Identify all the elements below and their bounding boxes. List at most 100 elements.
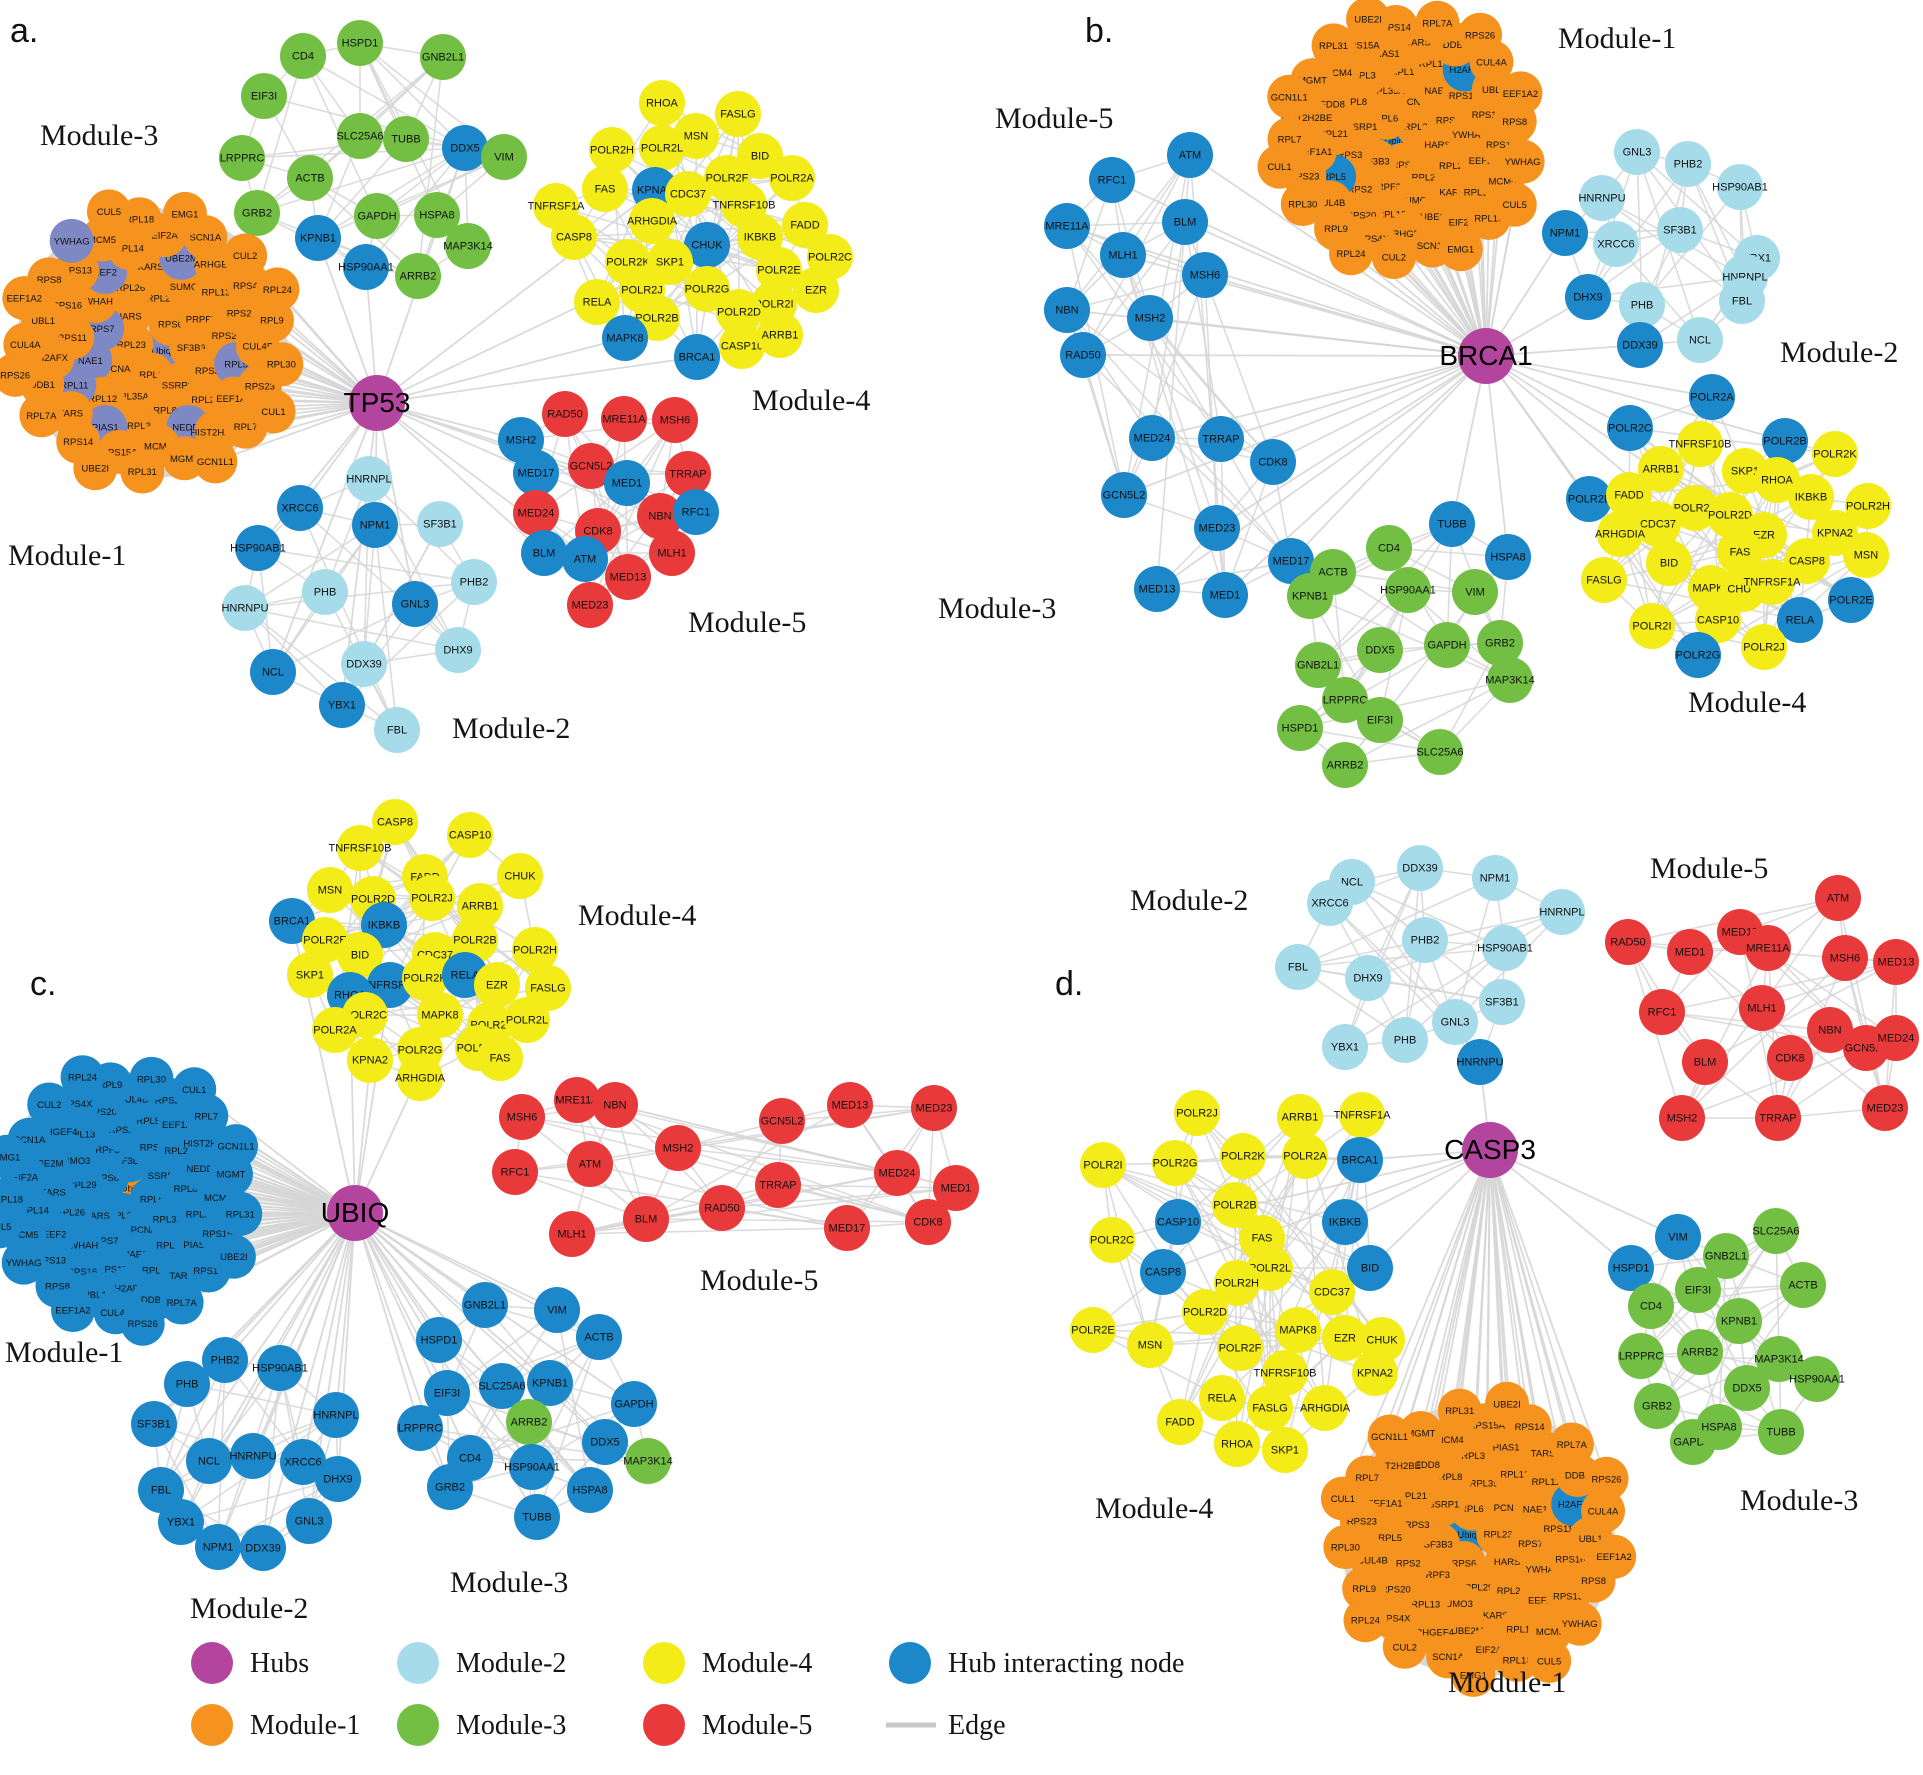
node-circle[interactable] bbox=[504, 997, 550, 1043]
node-DDX39[interactable]: DDX39 bbox=[1397, 845, 1443, 891]
node-circle[interactable] bbox=[506, 1399, 552, 1445]
node-circle[interactable] bbox=[1717, 164, 1763, 210]
node-circle[interactable] bbox=[259, 342, 304, 387]
node-circle[interactable] bbox=[1762, 418, 1808, 464]
node-circle[interactable] bbox=[1182, 1289, 1228, 1335]
hub-BRCA1[interactable]: BRCA1 bbox=[1439, 328, 1533, 384]
node-circle[interactable] bbox=[527, 1360, 573, 1406]
node-RPL30[interactable]: RPL30 bbox=[1280, 181, 1325, 226]
node-circle[interactable] bbox=[1581, 1489, 1626, 1534]
node-GNB2L1[interactable]: GNB2L1 bbox=[420, 34, 466, 80]
node-MED23[interactable]: MED23 bbox=[911, 1085, 957, 1131]
node-circle[interactable] bbox=[1807, 1007, 1853, 1053]
node-MAP3K14[interactable]: MAP3K14 bbox=[623, 1438, 673, 1484]
node-MED13[interactable]: MED13 bbox=[1873, 939, 1919, 985]
node-circle[interactable] bbox=[1322, 677, 1368, 723]
node-KPNB1[interactable]: KPNB1 bbox=[527, 1360, 573, 1406]
node-circle[interactable] bbox=[159, 1280, 204, 1325]
node-HSPD1[interactable]: HSPD1 bbox=[337, 20, 383, 66]
node-circle[interactable] bbox=[2, 276, 47, 321]
node-circle[interactable] bbox=[1756, 1336, 1802, 1382]
node-circle[interactable] bbox=[374, 707, 420, 753]
node-YBX1[interactable]: YBX1 bbox=[319, 682, 365, 728]
node-ATM[interactable]: ATM bbox=[562, 536, 608, 582]
node-KPNB1[interactable]: KPNB1 bbox=[1716, 1298, 1762, 1344]
node-circle[interactable] bbox=[392, 581, 438, 627]
node-circle[interactable] bbox=[1498, 71, 1543, 116]
node-FBL[interactable]: FBL bbox=[1719, 278, 1765, 324]
node-circle[interactable] bbox=[509, 1444, 555, 1490]
node-RFC1[interactable]: RFC1 bbox=[492, 1149, 538, 1195]
node-POLR2B[interactable]: POLR2B bbox=[1762, 418, 1808, 464]
node-circle[interactable] bbox=[499, 1094, 545, 1140]
node-circle[interactable] bbox=[1472, 855, 1518, 901]
node-POLR2A[interactable]: POLR2A bbox=[1282, 1133, 1328, 1179]
node-circle[interactable] bbox=[1352, 1350, 1398, 1396]
node-MLH1[interactable]: MLH1 bbox=[649, 530, 695, 576]
node-RFC1[interactable]: RFC1 bbox=[1639, 989, 1685, 1035]
node-circle[interactable] bbox=[1828, 577, 1874, 623]
node-circle[interactable] bbox=[1638, 446, 1684, 492]
node-RAD50[interactable]: RAD50 bbox=[542, 391, 588, 437]
node-circle[interactable] bbox=[911, 1085, 957, 1131]
node-circle[interactable] bbox=[1655, 1214, 1701, 1260]
node-circle[interactable] bbox=[1549, 1422, 1594, 1467]
node-circle[interactable] bbox=[277, 485, 323, 531]
node-circle[interactable] bbox=[1754, 457, 1800, 503]
node-circle[interactable] bbox=[397, 1055, 443, 1101]
node-circle[interactable] bbox=[1724, 1365, 1770, 1411]
node-circle[interactable] bbox=[1716, 1298, 1762, 1344]
node-circle[interactable] bbox=[1199, 1375, 1245, 1421]
node-circle[interactable] bbox=[417, 501, 463, 547]
node-circle[interactable] bbox=[592, 1082, 638, 1128]
node-MSH6[interactable]: MSH6 bbox=[499, 1094, 545, 1140]
node-circle[interactable] bbox=[1280, 181, 1325, 226]
node-circle[interactable] bbox=[582, 1419, 628, 1465]
node-YBX1[interactable]: YBX1 bbox=[1322, 1024, 1368, 1070]
node-circle[interactable] bbox=[1457, 1039, 1503, 1085]
node-circle[interactable] bbox=[755, 1162, 801, 1208]
node-circle[interactable] bbox=[445, 223, 491, 269]
node-circle[interactable] bbox=[1477, 620, 1523, 666]
node-HSPA8[interactable]: HSPA8 bbox=[1485, 534, 1531, 580]
node-circle[interactable] bbox=[1812, 431, 1858, 477]
node-circle[interactable] bbox=[251, 389, 296, 434]
node-circle[interactable] bbox=[1581, 557, 1627, 603]
node-CDK8[interactable]: CDK8 bbox=[905, 1199, 951, 1245]
node-circle[interactable] bbox=[462, 1282, 508, 1328]
node-circle[interactable] bbox=[416, 1317, 462, 1363]
node-circle[interactable] bbox=[1657, 207, 1703, 253]
node-CUL5[interactable]: CUL5 bbox=[86, 189, 131, 234]
node-circle[interactable] bbox=[1429, 501, 1475, 547]
node-CD4[interactable]: CD4 bbox=[1366, 525, 1412, 571]
node-TUBB[interactable]: TUBB bbox=[1429, 501, 1475, 547]
node-POLR2E[interactable]: POLR2E bbox=[1070, 1307, 1116, 1353]
node-circle[interactable] bbox=[302, 569, 348, 615]
node-circle[interactable] bbox=[1539, 889, 1585, 935]
node-KPNB1[interactable]: KPNB1 bbox=[1287, 573, 1333, 619]
node-circle[interactable] bbox=[1089, 157, 1135, 203]
node-circle[interactable] bbox=[1320, 1476, 1365, 1521]
node-circle[interactable] bbox=[574, 279, 620, 325]
node-MED23[interactable]: MED23 bbox=[567, 582, 613, 628]
node-circle[interactable] bbox=[623, 1196, 669, 1242]
node-circle[interactable] bbox=[1277, 1094, 1323, 1140]
node-HSP90AB1[interactable]: HSP90AB1 bbox=[1477, 925, 1533, 971]
node-POLR2L[interactable]: POLR2L bbox=[639, 125, 685, 171]
node-DDX39[interactable]: DDX39 bbox=[1617, 322, 1663, 368]
node-circle[interactable] bbox=[222, 585, 268, 631]
node-circle[interactable] bbox=[1607, 405, 1653, 451]
node-circle[interactable] bbox=[1302, 1385, 1348, 1431]
node-circle[interactable] bbox=[824, 1205, 870, 1251]
node-circle[interactable] bbox=[1634, 1383, 1680, 1429]
node-circle[interactable] bbox=[172, 1067, 217, 1112]
node-circle[interactable] bbox=[1402, 917, 1448, 963]
node-EEF1A2[interactable]: EEF1A2 bbox=[50, 1288, 95, 1333]
node-HSPA8[interactable]: HSPA8 bbox=[1696, 1404, 1742, 1450]
node-circle[interactable] bbox=[737, 133, 783, 179]
node-circle[interactable] bbox=[827, 1082, 873, 1128]
node-BLM[interactable]: BLM bbox=[623, 1196, 669, 1242]
node-MLH1[interactable]: MLH1 bbox=[1739, 985, 1785, 1031]
node-circle[interactable] bbox=[481, 134, 527, 180]
node-circle[interactable] bbox=[1382, 1017, 1428, 1063]
